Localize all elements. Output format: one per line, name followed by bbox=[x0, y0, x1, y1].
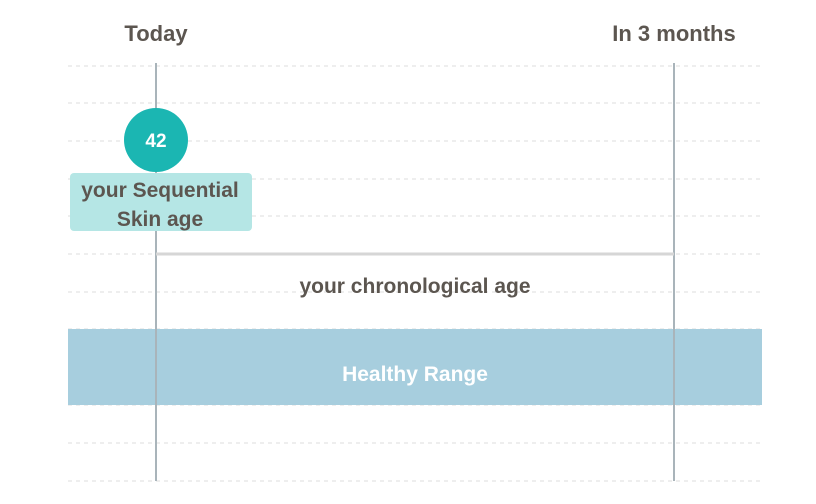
healthy-range-label: Healthy Range bbox=[342, 363, 488, 386]
column-label-in-3-months: In 3 months bbox=[612, 21, 735, 46]
skin-age-label-background bbox=[70, 173, 252, 231]
skin-age-label-line-1: your Sequential bbox=[81, 179, 239, 202]
healthy-range-band bbox=[68, 329, 762, 405]
column-label-today: Today bbox=[124, 21, 188, 46]
skin-age-marker bbox=[124, 108, 188, 172]
column-lines bbox=[155, 63, 675, 481]
skin-age-value: 42 bbox=[145, 131, 166, 152]
skin-age-label-line-2: Skin age bbox=[117, 208, 203, 231]
chronological-age-label: your chronological age bbox=[299, 275, 530, 298]
